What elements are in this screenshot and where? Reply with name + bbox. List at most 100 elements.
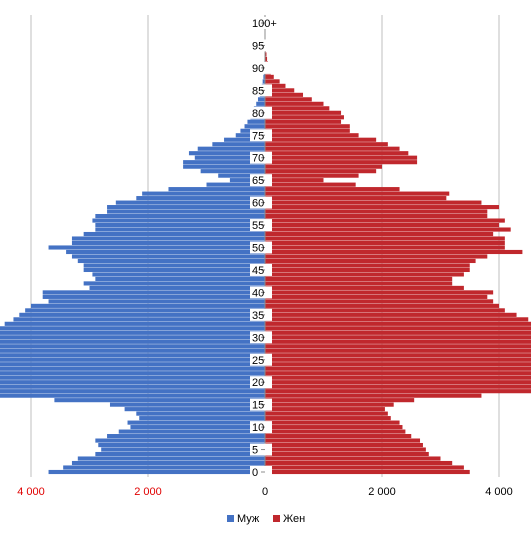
bar-male-age-66 <box>218 173 265 178</box>
bar-female-age-2 <box>265 460 453 466</box>
bar-male-age-70 <box>194 155 265 160</box>
bar-female-age-9 <box>265 429 406 434</box>
bar-female-age-34 <box>265 317 529 322</box>
age-tick-label-9: 45 <box>252 265 264 277</box>
bar-male-age-58 <box>107 209 265 214</box>
bar-female-age-22 <box>265 371 531 376</box>
bar-female-age-45 <box>265 267 470 273</box>
bar-female-age-67 <box>265 169 377 174</box>
legend: Муж Жен <box>227 513 305 525</box>
x-tick-label-4: 0 <box>262 486 268 498</box>
bar-female-age-81 <box>265 106 330 111</box>
bar-male-age-42 <box>83 281 266 286</box>
bar-male-age-19 <box>0 384 266 389</box>
bar-female-age-41 <box>265 285 464 290</box>
bar-male-age-31 <box>0 330 265 335</box>
age-tick-label-1: 5 <box>252 445 258 457</box>
bar-male-age-13 <box>136 411 265 416</box>
bar-male-age-59 <box>107 205 265 210</box>
bar-male-age-3 <box>77 456 265 461</box>
bar-female-age-14 <box>265 407 385 412</box>
bar-female-age-60 <box>265 200 482 205</box>
bar-male-age-37 <box>31 303 265 308</box>
bar-female-age-52 <box>265 236 505 241</box>
bar-male-age-82 <box>256 101 265 106</box>
bar-male-age-78 <box>247 119 265 124</box>
bar-male-age-52 <box>71 236 265 241</box>
bar-female-age-7 <box>265 438 421 443</box>
bar-female-age-44 <box>265 272 464 277</box>
bar-male-age-56 <box>92 218 265 223</box>
bar-female-age-78 <box>265 119 342 124</box>
bar-female-age-69 <box>265 160 418 165</box>
bar-male-age-25 <box>0 357 266 362</box>
bar-male-age-69 <box>183 160 265 165</box>
bar-male-age-83 <box>257 97 265 102</box>
bar-female-age-53 <box>265 231 494 237</box>
bar-female-age-23 <box>265 366 531 371</box>
bar-male-age-53 <box>83 231 266 237</box>
bar-male-age-7 <box>95 438 265 443</box>
bar-female-age-26 <box>265 353 531 358</box>
bar-male-age-26 <box>0 353 265 358</box>
bar-female-age-66 <box>265 173 359 178</box>
bar-male-age-62 <box>142 191 265 196</box>
bar-male-age-73 <box>212 142 265 147</box>
bar-female-age-10 <box>265 425 403 430</box>
bar-female-age-39 <box>265 294 488 299</box>
bar-female-age-27 <box>265 348 531 353</box>
bar-female-age-4 <box>265 451 429 457</box>
bar-female-age-70 <box>265 155 418 160</box>
bar-female-age-72 <box>265 146 400 151</box>
bar-male-age-9 <box>118 429 265 434</box>
bar-male-age-47 <box>77 258 265 264</box>
bar-female-age-18 <box>265 389 531 394</box>
bar-female-age-77 <box>265 124 350 129</box>
x-tick-label-6: 4 000 <box>485 486 513 498</box>
female-bars <box>264 15 531 477</box>
bar-male-age-20 <box>0 380 265 385</box>
bar-male-age-63 <box>168 187 265 192</box>
bar-male-age-64 <box>206 182 265 187</box>
bar-female-age-62 <box>265 191 450 196</box>
bar-female-age-86 <box>265 83 286 88</box>
bar-female-age-50 <box>265 245 505 250</box>
bar-female-age-63 <box>265 187 400 192</box>
bar-female-age-56 <box>265 218 505 223</box>
bar-female-age-65 <box>265 178 324 183</box>
age-tick-label-2: 10 <box>252 422 264 434</box>
bar-female-age-15 <box>265 402 394 407</box>
bar-female-age-30 <box>265 335 531 340</box>
age-tick-label-10: 50 <box>252 243 264 255</box>
bar-female-age-64 <box>265 182 356 187</box>
bar-female-age-83 <box>265 97 312 102</box>
bar-male-age-87 <box>262 79 265 84</box>
bar-female-age-33 <box>265 321 531 326</box>
bar-female-age-49 <box>265 249 523 255</box>
age-tick-label-3: 15 <box>252 400 264 412</box>
bar-female-age-74 <box>265 137 377 142</box>
bar-male-age-27 <box>0 348 265 353</box>
legend-swatch-female <box>273 515 280 522</box>
bar-male-age-32 <box>0 326 266 331</box>
bar-female-age-21 <box>265 375 531 380</box>
bar-male-age-57 <box>95 214 265 219</box>
bar-male-age-8 <box>107 434 265 439</box>
bar-female-age-35 <box>265 312 517 317</box>
bar-male-age-15 <box>109 402 265 407</box>
bar-female-age-51 <box>265 240 505 246</box>
bar-male-age-38 <box>48 299 265 304</box>
bar-male-age-17 <box>0 393 265 398</box>
bar-male-age-67 <box>200 169 265 174</box>
age-tick-label-4: 20 <box>252 377 264 389</box>
bar-male-age-45 <box>83 267 266 273</box>
bar-female-age-19 <box>265 384 531 389</box>
x-tick-label-3: 2 000 <box>134 486 162 498</box>
bar-male-age-50 <box>48 245 265 250</box>
bar-male-age-49 <box>66 249 265 255</box>
bar-male-age-14 <box>124 407 265 412</box>
bar-female-age-36 <box>265 308 505 313</box>
bar-female-age-42 <box>265 281 453 286</box>
age-tick-label-14: 70 <box>252 153 264 165</box>
